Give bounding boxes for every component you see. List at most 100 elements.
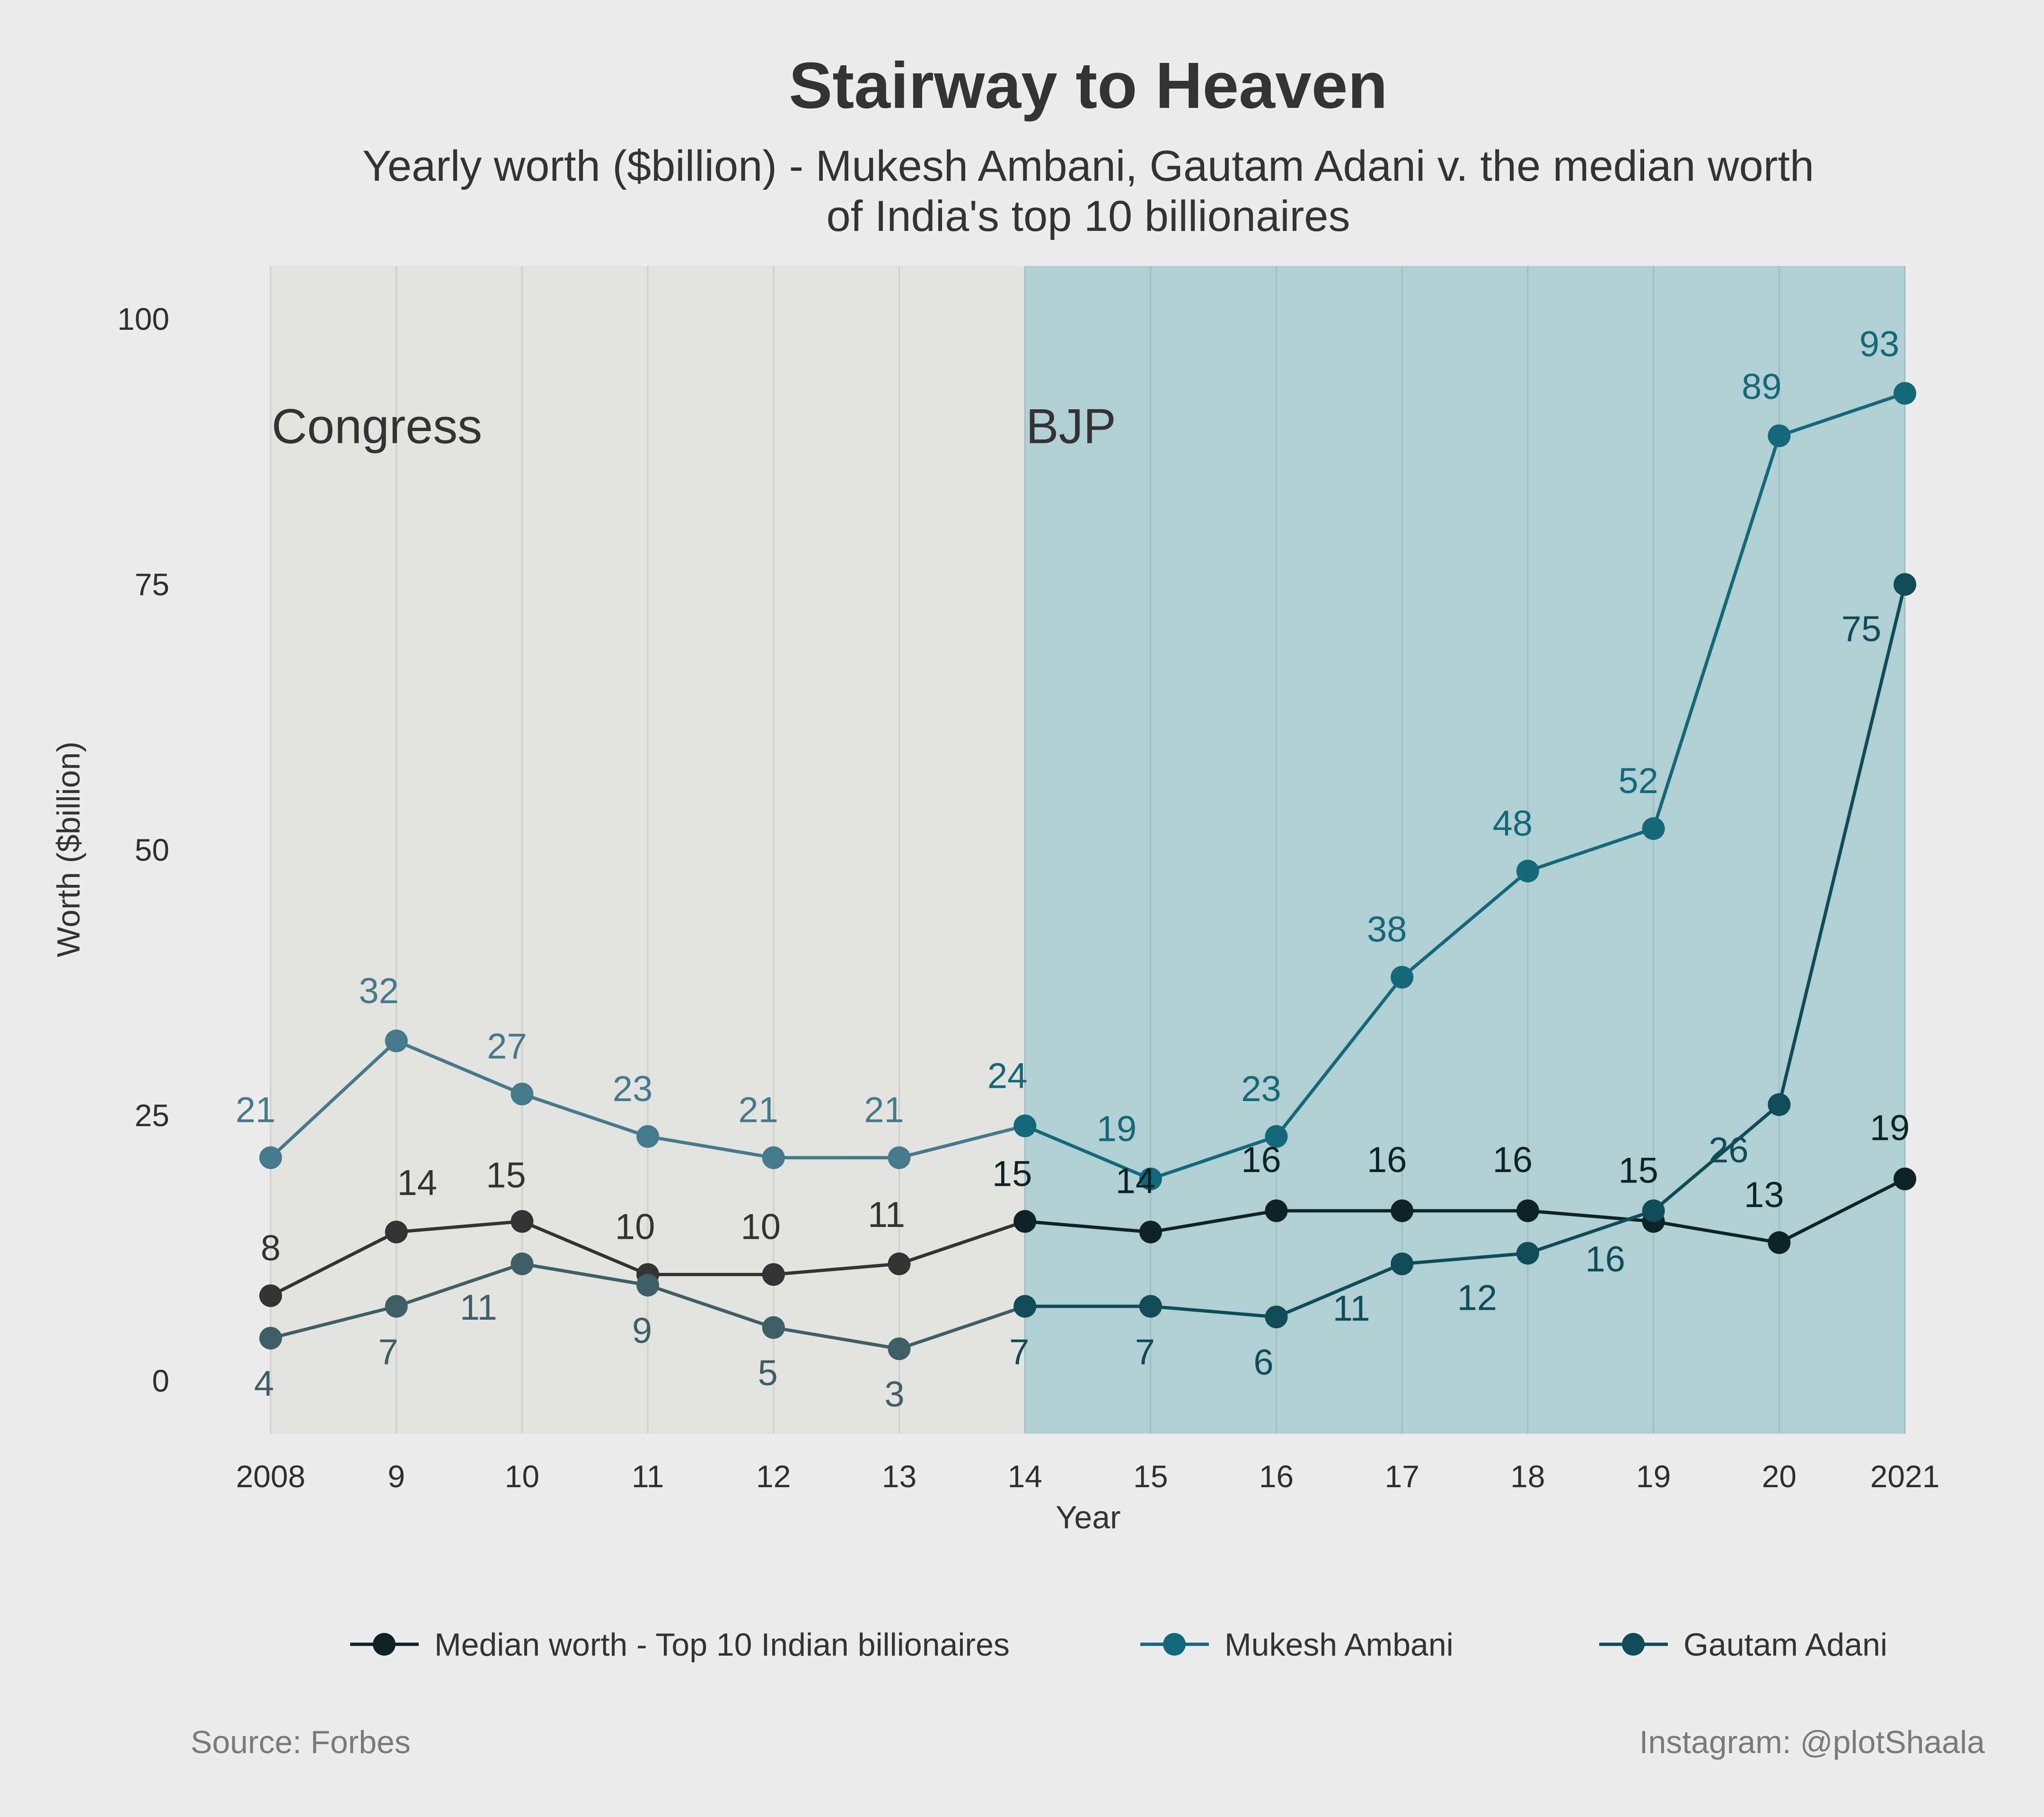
data-label-adani: 9: [632, 1311, 652, 1351]
line-segment-adani: [1275, 1262, 1404, 1319]
data-label-ambani: 23: [613, 1069, 653, 1109]
line-segment-ambani: [897, 1124, 1027, 1160]
line-segment-adani: [520, 1262, 650, 1287]
line-segment-median: [395, 1219, 524, 1234]
data-label-median: 10: [740, 1207, 781, 1247]
y-axis-label: Worth ($billion): [51, 741, 87, 957]
region-label-congress: Congress: [272, 399, 482, 454]
line-segment-adani: [1526, 1209, 1656, 1255]
data-point-adani: [1642, 1199, 1665, 1222]
line-segment-median: [1777, 1177, 1907, 1244]
data-label-adani: 7: [1009, 1332, 1029, 1372]
data-point-median: [259, 1284, 282, 1307]
line-segment-median: [1526, 1209, 1656, 1223]
x-tick-label: 12: [756, 1459, 791, 1494]
data-label-median: 10: [615, 1207, 655, 1247]
line-segment-median: [1149, 1209, 1278, 1234]
data-point-adani: [888, 1337, 911, 1360]
line-segment-adani: [1777, 582, 1907, 1106]
data-point-median: [1139, 1220, 1162, 1244]
line-segment-ambani: [395, 1039, 524, 1096]
data-point-ambani: [888, 1146, 911, 1169]
x-tick-label: 9: [388, 1459, 405, 1494]
data-point-median: [511, 1210, 534, 1233]
data-point-ambani: [1013, 1114, 1037, 1138]
line-segment-ambani: [520, 1092, 650, 1138]
data-label-adani: 6: [1253, 1342, 1273, 1383]
data-label-median: 16: [1493, 1140, 1533, 1180]
legend-marker-median: [373, 1633, 396, 1656]
line-segment-median: [1652, 1219, 1781, 1244]
legend-label-adani: Gautam Adani: [1683, 1627, 1887, 1663]
data-point-adani: [1768, 1093, 1791, 1116]
chart-subtitle-line-2: of India's top 10 billionaires: [827, 192, 1350, 240]
data-point-median: [1516, 1199, 1539, 1222]
data-point-ambani: [1265, 1125, 1288, 1148]
data-label-adani: 75: [1841, 609, 1882, 649]
line-segment-ambani: [1023, 1124, 1153, 1181]
x-tick-label: 15: [1133, 1459, 1168, 1494]
y-tick-label: 0: [152, 1363, 169, 1398]
legend: Median worth - Top 10 Indian billionaire…: [350, 1627, 1887, 1663]
x-tick-label: 17: [1385, 1459, 1419, 1494]
data-label-median: 11: [868, 1195, 905, 1235]
data-point-adani: [1894, 573, 1916, 596]
chart-title: Stairway to Heaven: [789, 49, 1388, 122]
data-point-ambani: [385, 1029, 408, 1052]
data-point-median: [1013, 1210, 1037, 1233]
data-label-median: 13: [1744, 1175, 1784, 1215]
x-tick-label: 2008: [236, 1459, 306, 1494]
data-label-adani: 11: [460, 1288, 497, 1328]
y-tick-label: 75: [135, 567, 169, 602]
line-segment-adani: [1400, 1252, 1530, 1266]
data-label-median: 15: [992, 1154, 1032, 1194]
data-label-median: 16: [1241, 1140, 1281, 1180]
legend-marker-ambani: [1163, 1633, 1186, 1656]
data-point-adani: [1139, 1295, 1162, 1318]
x-tick-label: 20: [1762, 1459, 1797, 1494]
region-label-bjp: BJP: [1026, 399, 1116, 454]
line-segment-adani: [395, 1262, 524, 1308]
x-tick-label: 19: [1636, 1459, 1671, 1494]
data-label-ambani: 52: [1618, 761, 1658, 801]
data-label-adani: 5: [758, 1353, 778, 1394]
data-point-adani: [385, 1295, 408, 1318]
line-segment-ambani: [1652, 434, 1781, 830]
data-point-adani: [1265, 1305, 1288, 1329]
data-label-adani: 7: [379, 1332, 398, 1372]
line-segment-ambani: [1275, 975, 1404, 1138]
data-point-ambani: [511, 1083, 534, 1106]
y-tick-label: 25: [135, 1098, 169, 1133]
legend-label-ambani: Mukesh Ambani: [1225, 1627, 1454, 1663]
data-label-median: 15: [486, 1155, 526, 1195]
x-tick-label: 13: [882, 1459, 916, 1494]
data-point-median: [1768, 1231, 1791, 1254]
data-label-ambani: 21: [236, 1090, 276, 1130]
x-tick-label: 10: [505, 1459, 539, 1494]
x-axis-label: Year: [1056, 1499, 1120, 1535]
line-segment-adani: [1149, 1305, 1278, 1319]
data-label-adani: 7: [1135, 1332, 1155, 1372]
data-label-adani: 3: [884, 1375, 904, 1415]
data-point-adani: [259, 1327, 282, 1350]
data-point-adani: [1013, 1295, 1037, 1318]
data-point-ambani: [636, 1125, 660, 1148]
data-label-ambani: 19: [1097, 1109, 1137, 1149]
line-segment-adani: [269, 1305, 398, 1340]
x-tick-label: 14: [1007, 1459, 1042, 1494]
data-point-median: [385, 1220, 408, 1244]
data-label-median: 15: [1618, 1150, 1658, 1191]
data-label-ambani: 93: [1859, 324, 1900, 364]
data-point-adani: [511, 1252, 534, 1276]
legend-marker-adani: [1622, 1633, 1645, 1656]
x-tick-label: 18: [1510, 1459, 1545, 1494]
data-label-median: 14: [1116, 1161, 1156, 1201]
data-label-median: 14: [397, 1163, 437, 1203]
legend-label-median: Median worth - Top 10 Indian billionaire…: [434, 1627, 1010, 1663]
data-point-adani: [1516, 1242, 1539, 1265]
data-point-ambani: [1139, 1167, 1162, 1191]
data-label-adani: 16: [1585, 1239, 1625, 1279]
data-point-median: [1265, 1199, 1288, 1222]
credit-caption: Instagram: @plotShaala: [1639, 1724, 1985, 1760]
data-label-adani: 11: [1333, 1288, 1370, 1329]
